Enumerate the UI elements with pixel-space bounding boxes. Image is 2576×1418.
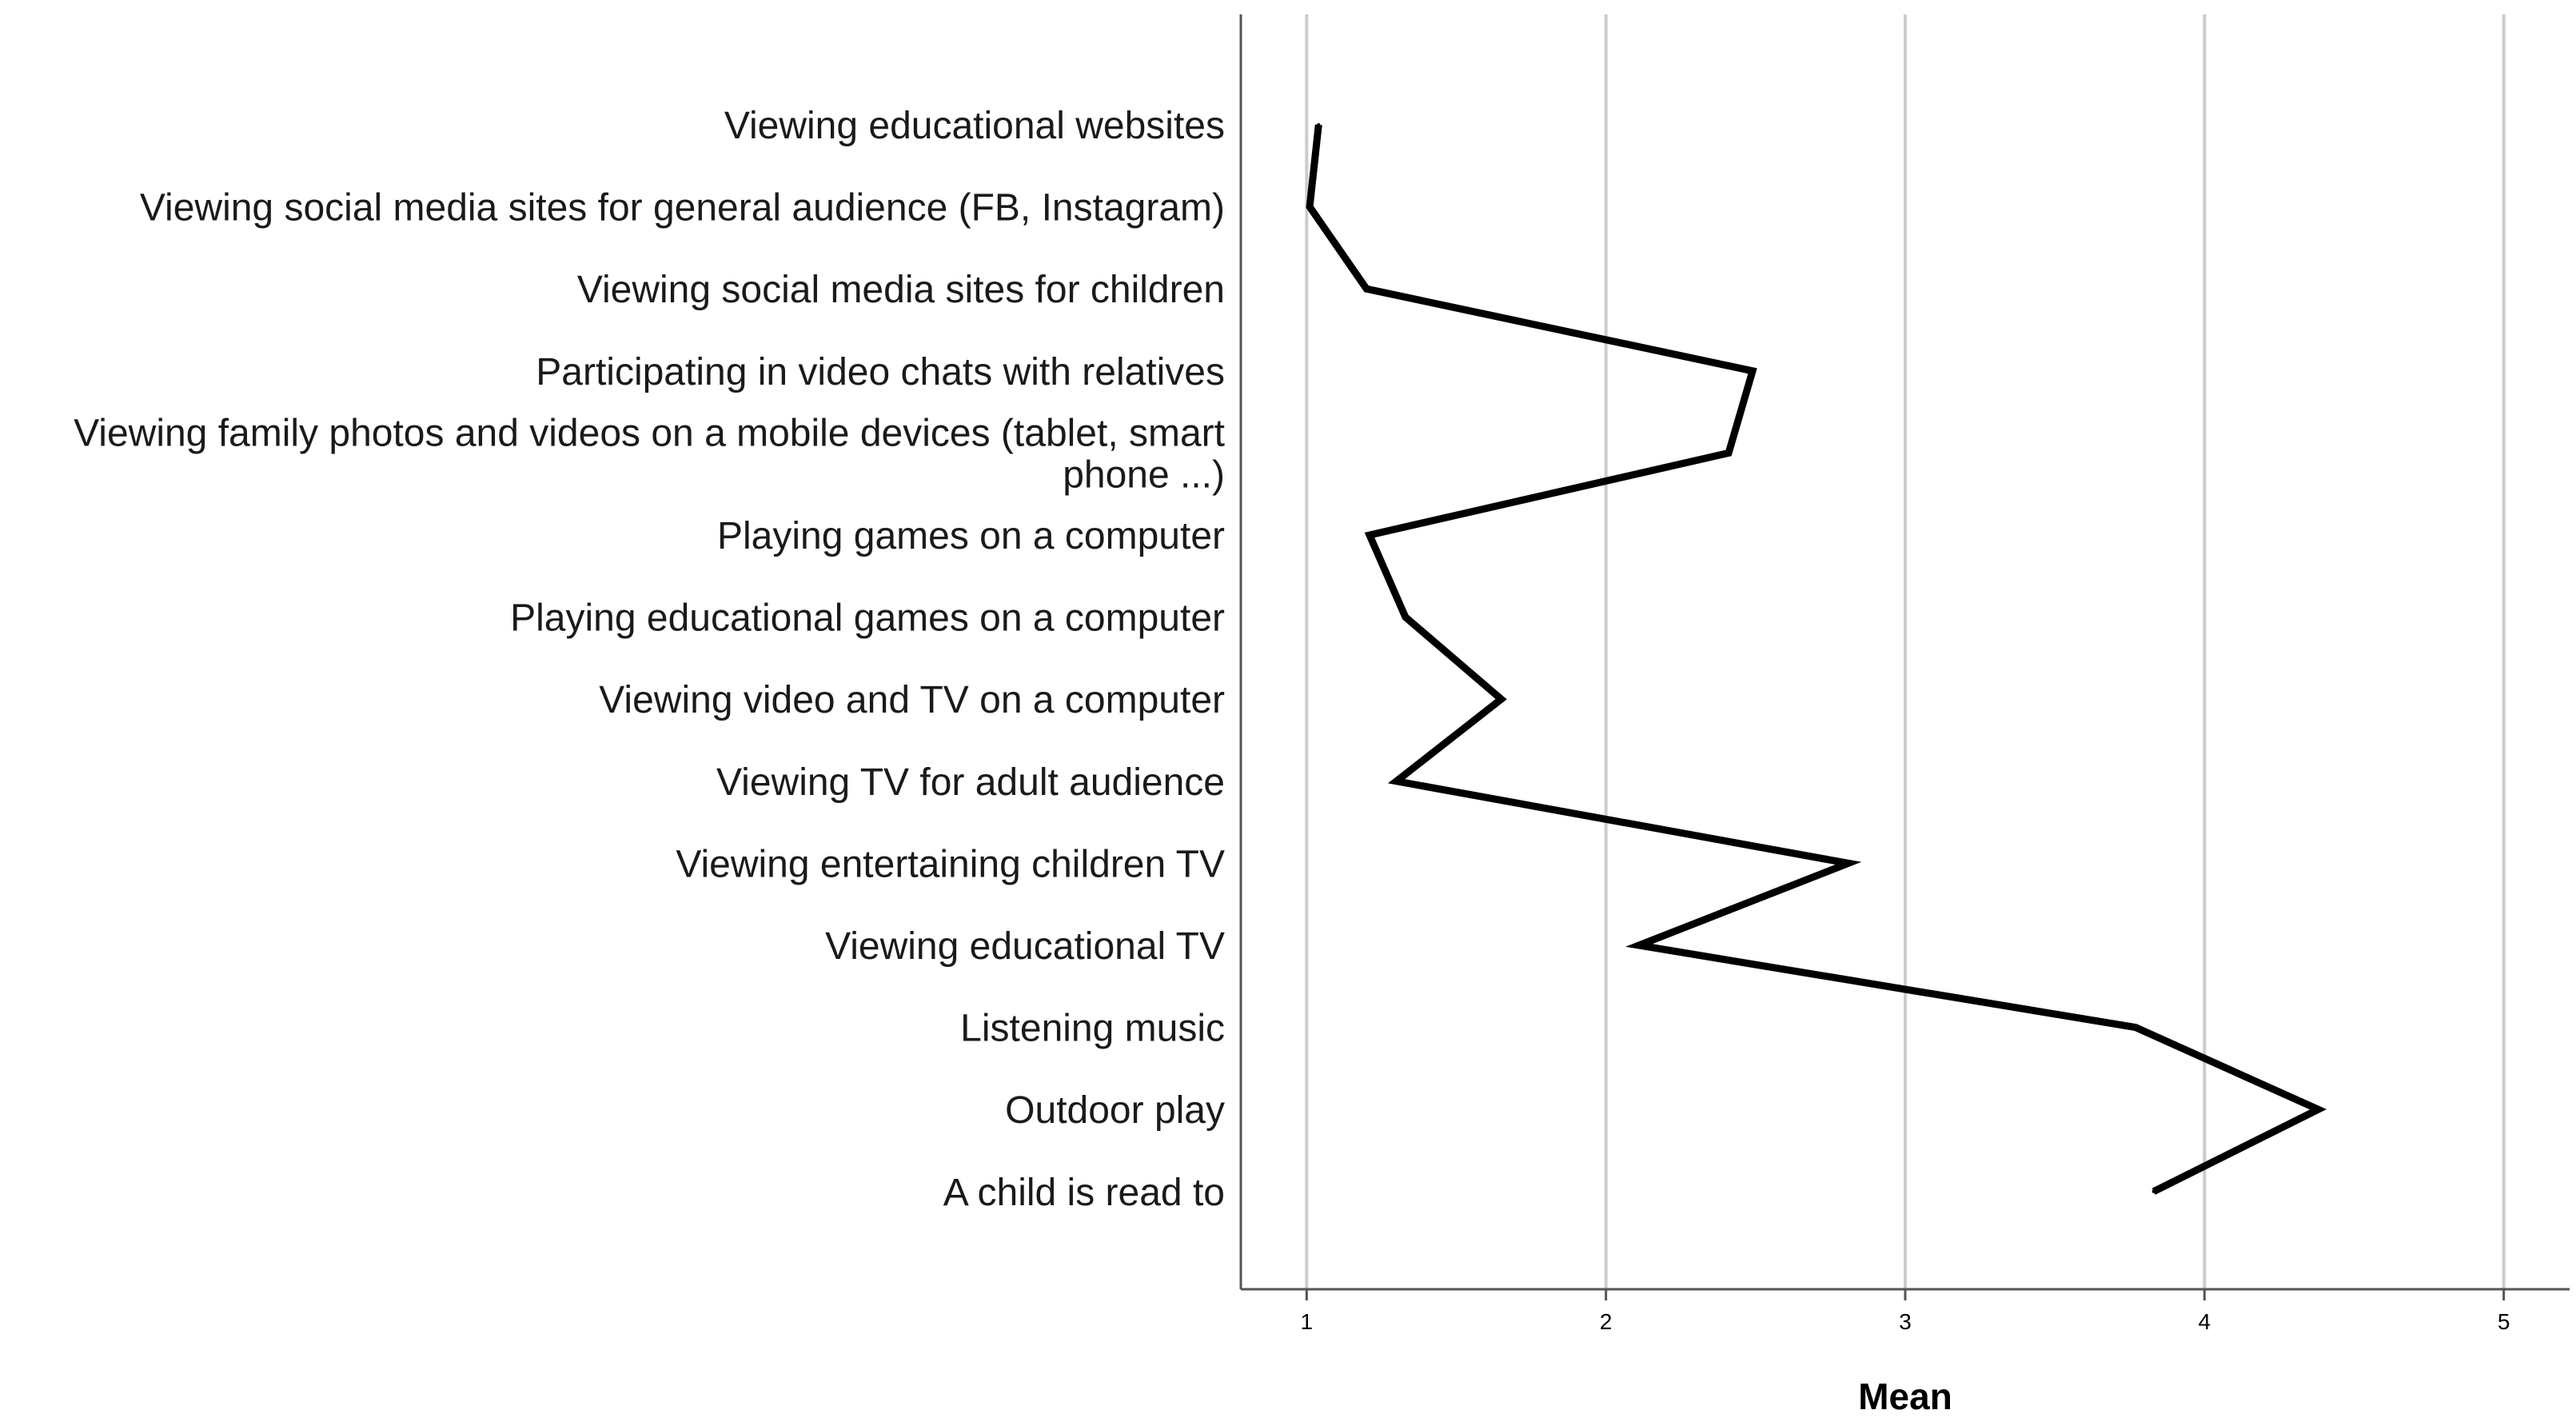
data-point [1403,615,1407,619]
category-label: Playing games on a computer [717,515,1225,557]
data-point [1317,123,1321,126]
data-point [1394,779,1398,783]
x-tick-label-5: 5 [2498,1309,2510,1334]
category-label-line: Viewing educational websites [724,105,1225,147]
data-point [1637,944,1641,947]
gridlines [1305,14,2506,1289]
category-label-line: Listening music [960,1008,1225,1050]
category-label-line: Playing games on a computer [717,515,1225,557]
x-tick-label-3: 3 [1899,1309,1912,1334]
category-label-line: phone ...) [1063,453,1225,496]
category-labels: Viewing educational websites Viewing soci… [74,105,1225,1214]
category-label: Viewing family photos and videos on a mo… [74,412,1225,496]
series-line-group [1306,123,2327,1195]
category-label: Viewing educational TV [825,925,1225,968]
category-label-line: Viewing TV for adult audience [716,761,1225,804]
category-label-line: Playing educational games on a computer [510,597,1225,640]
category-label: Viewing social media sites for children [577,269,1225,311]
x-tick-label-1: 1 [1301,1309,1314,1334]
category-label-line: Viewing video and TV on a computer [599,679,1225,721]
category-label-line: Viewing educational TV [825,925,1225,968]
category-label: Viewing TV for adult audience [716,761,1225,804]
category-label: Viewing entertaining children TV [676,843,1225,885]
data-point [1308,205,1312,209]
data-point [2151,1189,2155,1193]
category-label: Viewing social media sites for general a… [140,187,1225,230]
x-tick-label-2: 2 [1600,1309,1613,1334]
data-point [1727,451,1731,455]
category-label-line: Viewing family photos and videos on a mo… [74,412,1225,454]
category-label-line: Viewing social media sites for general a… [140,187,1225,230]
data-point [1751,369,1755,373]
category-label: Participating in video chats with relati… [536,351,1225,393]
category-label-line: Viewing entertaining children TV [676,843,1225,885]
x-axis-title: Mean [1858,1376,1952,1417]
x-tick-labels: 1 2 3 4 5 [1301,1309,2510,1334]
category-label: Playing educational games on a computer [510,597,1225,640]
data-point [1367,533,1371,537]
data-point [1365,287,1369,291]
category-label-line: Outdoor play [1005,1089,1225,1132]
category-label: Viewing educational websites [724,105,1225,147]
category-label: Outdoor play [1005,1089,1225,1132]
data-point [1846,861,1850,865]
category-label: Listening music [960,1008,1225,1050]
series-line [1306,124,2327,1195]
category-label: A child is read to [943,1172,1225,1214]
x-tick-label-4: 4 [2199,1309,2211,1334]
category-label-line: Viewing social media sites for children [577,269,1225,311]
category-label-line: Participating in video chats with relati… [536,351,1225,393]
category-label: Viewing video and TV on a computer [599,679,1225,721]
data-point [1499,697,1503,701]
axes [1239,14,2570,1300]
data-point [2134,1025,2138,1029]
data-point [2316,1108,2320,1112]
category-label-line: A child is read to [943,1172,1225,1214]
